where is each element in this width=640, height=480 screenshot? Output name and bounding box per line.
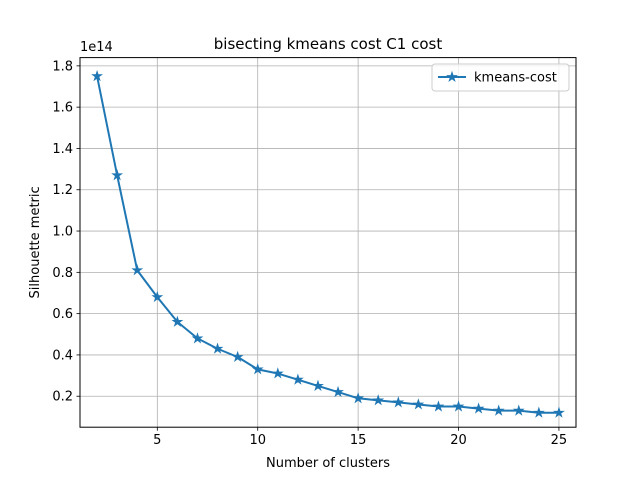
x-tick-label: 5: [153, 433, 161, 448]
y-tick-label: 1.2: [52, 183, 73, 198]
data-point-marker: [291, 373, 304, 385]
y-tick-label: 0.2: [52, 390, 73, 405]
legend: kmeans-cost: [431, 63, 570, 92]
data-point-marker: [251, 363, 264, 375]
y-offset-label: 1e14: [80, 40, 113, 55]
data-point-marker: [231, 350, 244, 363]
data-point-marker: [492, 404, 505, 416]
data-point-marker: [472, 402, 485, 414]
data-point-marker: [452, 400, 465, 412]
y-tick-label: 0.6: [52, 307, 73, 322]
data-point-marker: [432, 400, 445, 412]
data-point-marker: [312, 379, 324, 391]
y-axis: 0.2 0.4 0.6 0.8 1.0 1.2 1.4 1.6 1.8: [52, 59, 80, 405]
data-point-marker: [171, 315, 184, 327]
y-axis-label: Silhouette metric: [28, 186, 43, 298]
data-point-marker: [131, 264, 144, 276]
data-point-marker: [532, 406, 545, 418]
y-tick-label: 0.4: [52, 348, 73, 363]
x-tick-label: 25: [551, 433, 568, 448]
series-layer: [91, 69, 565, 418]
x-tick-label: 20: [450, 433, 467, 448]
legend-marker: [446, 70, 458, 83]
y-tick-label: 1.8: [52, 59, 73, 74]
y-tick-label: 1.0: [52, 225, 73, 240]
data-point-marker: [332, 385, 344, 398]
legend-box: [431, 63, 570, 92]
x-axis: 5 10 15 20 25: [153, 427, 567, 448]
y-tick-label: 1.6: [52, 101, 73, 116]
data-point-marker: [352, 392, 365, 404]
data-point-marker: [151, 290, 164, 303]
data-point-marker: [392, 396, 405, 408]
x-tick-label: 10: [249, 433, 266, 448]
data-point-marker: [412, 398, 425, 410]
data-point-marker: [512, 404, 525, 416]
data-point-marker: [372, 394, 385, 406]
x-tick-label: 15: [350, 433, 367, 448]
legend-label: kmeans-cost: [474, 71, 557, 86]
data-point-marker: [111, 169, 124, 181]
data-point-marker: [191, 332, 204, 344]
data-point-marker: [553, 406, 565, 418]
x-axis-label: Number of clusters: [266, 456, 390, 471]
grid: [80, 57, 576, 428]
data-point-marker: [91, 69, 103, 82]
chart-title: bisecting kmeans cost C1 cost: [214, 35, 443, 53]
y-tick-label: 1.4: [52, 142, 73, 157]
data-point-marker: [211, 342, 224, 354]
plot-frame: [79, 57, 577, 428]
y-tick-label: 0.8: [52, 266, 73, 281]
data-point-marker: [271, 367, 284, 379]
series-line: [96, 75, 559, 414]
